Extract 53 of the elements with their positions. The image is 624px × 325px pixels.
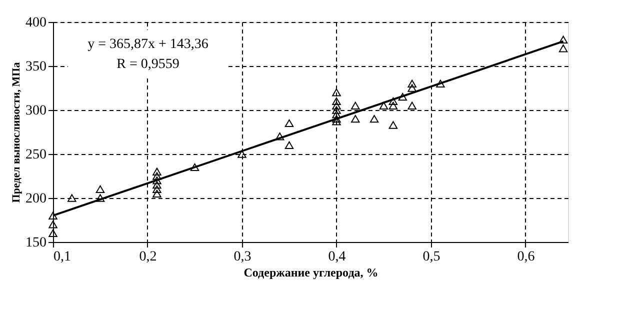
point [152,185,162,194]
annotation: y = 365,87x + 143,36 [88,37,208,52]
point [190,163,200,172]
point [332,106,341,114]
point [332,88,341,96]
point [68,194,76,202]
point [408,84,416,92]
point [284,141,294,150]
point [388,121,398,129]
point [388,97,398,106]
point [332,114,341,123]
point [152,180,162,189]
y-tick-label: 150 [26,236,46,250]
x-tick-label: 0,1 [54,250,71,264]
point [436,80,445,88]
point [370,114,379,123]
point [388,102,398,110]
annotation: R = 0,9559 [116,57,180,72]
x-tick-label: 0,6 [517,250,535,264]
point [152,190,162,198]
point [398,92,408,101]
point [332,110,341,118]
y-tick-label: 400 [26,16,46,30]
point [351,102,360,110]
x-tick-label: 0,2 [139,250,157,264]
point [558,44,568,52]
point [152,172,162,180]
point [152,168,162,176]
point [152,176,162,184]
point [408,102,416,110]
y-tick-label: 250 [26,148,46,162]
y-tick-label: 350 [26,60,46,74]
point [96,185,105,194]
point [351,114,360,123]
x-tick-label: 0,3 [234,250,252,264]
x-axis-title: Содержание углерода, % [244,266,378,280]
point [48,220,58,228]
point [408,80,416,88]
point [284,119,294,128]
y-tick-label: 200 [26,192,46,206]
point [379,102,388,110]
point [332,102,341,110]
point [558,36,568,44]
point [238,150,246,158]
y-axis-title: Предел выносливости, МПа [10,62,22,203]
point [96,194,105,202]
point [275,132,284,140]
point [332,97,341,106]
x-tick-label: 0,5 [422,250,440,264]
x-tick-label: 0,4 [328,250,346,264]
point [48,229,58,238]
point [48,212,58,220]
y-tick-label: 300 [26,104,46,118]
